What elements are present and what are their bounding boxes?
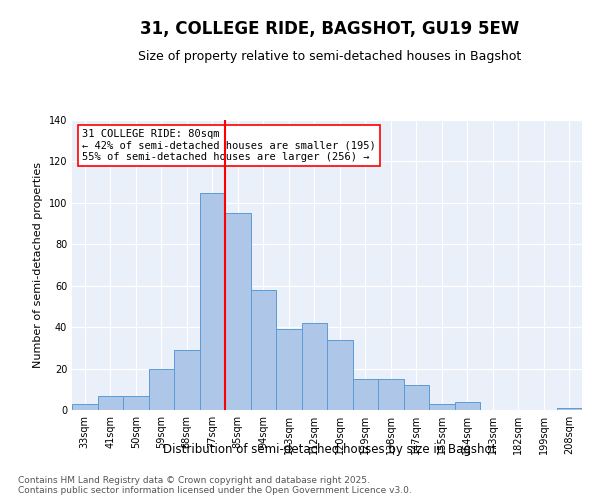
Text: Contains HM Land Registry data © Crown copyright and database right 2025.
Contai: Contains HM Land Registry data © Crown c… bbox=[18, 476, 412, 495]
Bar bbox=[276, 329, 302, 410]
Text: 31, COLLEGE RIDE, BAGSHOT, GU19 5EW: 31, COLLEGE RIDE, BAGSHOT, GU19 5EW bbox=[140, 20, 520, 38]
Bar bbox=[455, 402, 480, 410]
Y-axis label: Number of semi-detached properties: Number of semi-detached properties bbox=[33, 162, 43, 368]
Bar bbox=[123, 396, 149, 410]
Bar bbox=[72, 404, 97, 410]
Bar bbox=[251, 290, 276, 410]
Text: Distribution of semi-detached houses by size in Bagshot: Distribution of semi-detached houses by … bbox=[163, 444, 497, 456]
Bar bbox=[199, 192, 225, 410]
Bar bbox=[404, 385, 429, 410]
Bar bbox=[327, 340, 353, 410]
Bar bbox=[97, 396, 123, 410]
Bar bbox=[225, 213, 251, 410]
Text: Size of property relative to semi-detached houses in Bagshot: Size of property relative to semi-detach… bbox=[139, 50, 521, 63]
Bar bbox=[302, 323, 327, 410]
Bar bbox=[429, 404, 455, 410]
Bar bbox=[174, 350, 199, 410]
Text: 31 COLLEGE RIDE: 80sqm
← 42% of semi-detached houses are smaller (195)
55% of se: 31 COLLEGE RIDE: 80sqm ← 42% of semi-det… bbox=[82, 128, 376, 162]
Bar bbox=[378, 379, 404, 410]
Bar bbox=[149, 368, 174, 410]
Bar bbox=[557, 408, 582, 410]
Bar bbox=[353, 379, 378, 410]
